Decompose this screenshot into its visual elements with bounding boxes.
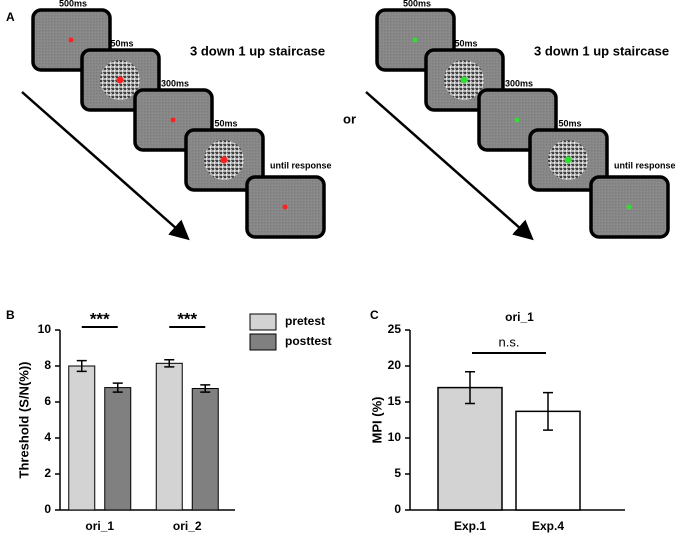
panel-label: A [6,10,15,24]
bar [104,387,132,511]
error-bar [76,359,87,373]
fixation-dot [220,156,228,164]
bar [155,362,183,511]
y-axis-label: MPI (%) [369,397,384,444]
time-arrow [365,91,534,241]
error-bar [112,382,123,393]
y-axis-label: Threshold (S/N(%)) [16,362,31,479]
legend-label: pretest [285,314,325,328]
legend-label: posttest [285,334,332,348]
y-tick-label: 6 [44,394,51,408]
y-tick-label: 20 [388,358,402,372]
duration-label: 50ms [214,118,237,128]
significance-label: n.s. [499,334,520,349]
duration-label: 500ms [403,0,431,8]
y-tick-label: 25 [388,322,402,336]
x-tick-label: ori_2 [173,519,202,533]
y-tick-label: 5 [394,466,401,480]
duration-label: 50ms [454,38,477,48]
duration-label: 300ms [505,78,533,88]
legend-swatch [249,313,277,331]
x-tick-label: ori_1 [85,519,114,533]
significance-label: *** [90,309,110,328]
panel-label: C [370,308,379,322]
sequence-title: 3 down 1 up staircase [190,43,325,58]
legend-swatch [249,333,277,351]
fixation-dot [170,117,176,123]
panel-label: B [6,308,15,322]
y-tick-label: 10 [38,322,52,336]
duration-label: 50ms [110,38,133,48]
error-bar [465,371,475,405]
significance-label: *** [177,309,197,328]
duration-label: 300ms [161,78,189,88]
duration-label: 500ms [59,0,87,8]
error-bar [200,384,211,393]
y-tick-label: 4 [44,430,51,444]
fixation-dot [412,37,418,43]
separator: or [343,111,356,126]
error-bar [164,358,175,368]
duration-label: until response [270,160,332,170]
fixation-dot [116,76,124,84]
bar [191,388,219,511]
fixation-dot [626,204,632,210]
y-tick-label: 0 [394,502,401,516]
x-tick-label: Exp.1 [454,519,486,533]
error-bar [543,391,553,431]
fixation-dot [282,204,288,210]
time-arrow [21,91,190,241]
bar [68,365,96,511]
y-tick-label: 2 [44,466,51,480]
y-tick-label: 10 [388,430,402,444]
duration-label: until response [614,160,676,170]
fixation-dot [514,117,520,123]
fixation-dot [564,156,572,164]
fixation-dot [68,37,74,43]
duration-label: 50ms [558,118,581,128]
bar [437,386,503,511]
chart-title: ori_1 [505,310,534,324]
y-tick-label: 15 [388,394,402,408]
x-tick-label: Exp.4 [532,519,564,533]
y-tick-label: 0 [44,502,51,516]
sequence-title: 3 down 1 up staircase [534,43,669,58]
y-tick-label: 8 [44,358,51,372]
fixation-dot [460,76,468,84]
